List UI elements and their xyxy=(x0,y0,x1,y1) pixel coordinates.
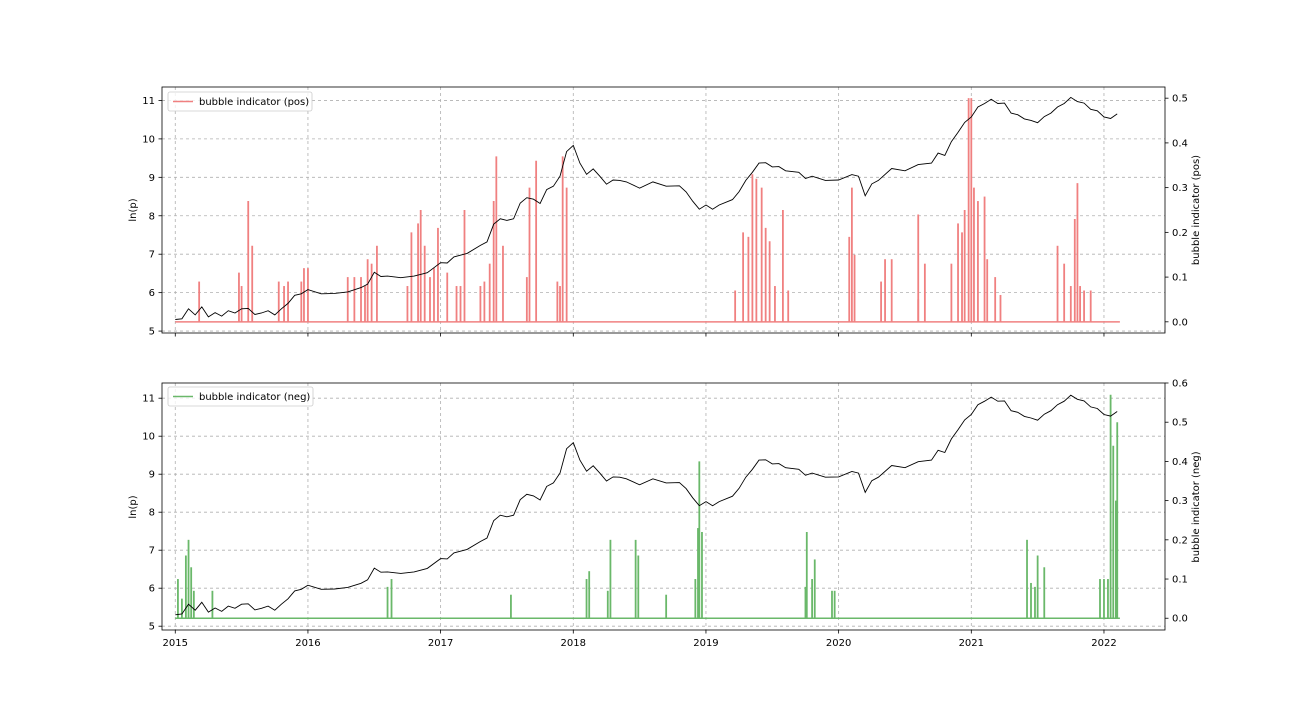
bottom-bubble-indicator-series xyxy=(175,394,1120,619)
y-tick-label-left: 8 xyxy=(149,211,155,222)
top-grid xyxy=(162,87,1165,333)
y-tick-label-left: 7 xyxy=(149,546,155,557)
top-legend-box xyxy=(167,91,313,112)
y-tick-label-right: 0.1 xyxy=(1172,273,1188,284)
bottom-right-ticks: 0.0 0.1 0.2 0.3 0.4 0.5 0.6 xyxy=(1165,379,1188,625)
y-tick-label-right: 0.5 xyxy=(1172,418,1188,429)
y-tick-label-right: 0.4 xyxy=(1172,138,1188,149)
price-line xyxy=(175,96,1118,320)
top-right-axis-label: bubble indicator (pos) xyxy=(1191,155,1202,265)
y-tick-label-right: 0.0 xyxy=(1172,614,1188,625)
bottom-left-axis-label: ln(p) xyxy=(128,495,139,518)
bottom-x-ticks: 2015 2016 2017 2018 2019 2020 2021 2022 xyxy=(163,630,1117,649)
top-bubble-indicator-series xyxy=(175,98,1120,323)
y-tick-label-right: 0.1 xyxy=(1172,575,1188,586)
y-tick-label-left: 10 xyxy=(142,432,155,443)
bottom-plot-frame xyxy=(161,382,1166,631)
y-tick-label-left: 5 xyxy=(149,327,155,338)
y-tick-label-right: 0.5 xyxy=(1172,94,1188,105)
bottom-legend-box xyxy=(167,386,314,407)
x-tick-label: 2019 xyxy=(693,638,718,649)
y-tick-label-left: 9 xyxy=(149,173,155,184)
y-tick-label-left: 6 xyxy=(149,288,155,299)
y-tick-label-left: 8 xyxy=(149,508,155,519)
y-tick-label-left: 11 xyxy=(142,394,155,405)
top-left-ticks: 5 6 7 8 9 10 11 xyxy=(142,96,162,338)
y-tick-label-right: 0.3 xyxy=(1172,496,1188,507)
y-tick-label-right: 0.4 xyxy=(1172,457,1188,468)
x-tick-label: 2021 xyxy=(959,638,984,649)
x-tick-label: 2016 xyxy=(295,638,320,649)
top-plot-frame xyxy=(161,86,1166,334)
top-right-ticks: 0.0 0.1 0.2 0.3 0.4 0.5 xyxy=(1165,94,1188,328)
x-tick-label: 2018 xyxy=(561,638,586,649)
y-tick-label-right: 0.2 xyxy=(1172,228,1188,239)
bottom-panel: 5 6 7 8 9 10 11 0.0 0.1 0.2 0.3 0.4 0.5 0.6 2015 2016… xyxy=(128,379,1202,650)
bottom-price-series xyxy=(175,394,1118,616)
x-tick-label: 2022 xyxy=(1091,638,1116,649)
bottom-legend: bubble indicator (neg) xyxy=(167,386,314,407)
x-tick-label: 2015 xyxy=(163,638,188,649)
y-tick-label-left: 10 xyxy=(142,134,155,145)
x-tick-label: 2020 xyxy=(826,638,851,649)
top-x-ticks xyxy=(174,333,1105,337)
y-tick-label-left: 7 xyxy=(149,250,155,261)
bottom-grid xyxy=(162,383,1165,630)
y-tick-label-left: 9 xyxy=(149,470,155,481)
x-tick-label: 2017 xyxy=(428,638,453,649)
bottom-right-axis-label: bubble indicator (neg) xyxy=(1191,451,1202,562)
top-price-series xyxy=(175,96,1118,320)
top-legend: bubble indicator (pos) xyxy=(167,91,313,112)
top-left-axis-label: ln(p) xyxy=(128,198,139,221)
y-tick-label-left: 5 xyxy=(149,622,155,633)
top-panel: 5 6 7 8 9 10 11 0.0 0.1 0.2 0.3 0.4 0.5 ln(p) bubbl… xyxy=(128,86,1202,338)
bottom-left-ticks: 5 6 7 8 9 10 11 xyxy=(142,394,162,633)
bottom-legend-label: bubble indicator (neg) xyxy=(199,392,310,403)
y-tick-label-right: 0.2 xyxy=(1172,535,1188,546)
y-tick-label-left: 6 xyxy=(149,584,155,595)
y-tick-label-right: 0.3 xyxy=(1172,183,1188,194)
y-tick-label-left: 11 xyxy=(142,96,155,107)
y-tick-label-right: 0.6 xyxy=(1172,379,1188,390)
y-tick-label-right: 0.0 xyxy=(1172,317,1188,328)
top-legend-label: bubble indicator (pos) xyxy=(199,97,309,108)
price-line xyxy=(175,394,1118,616)
